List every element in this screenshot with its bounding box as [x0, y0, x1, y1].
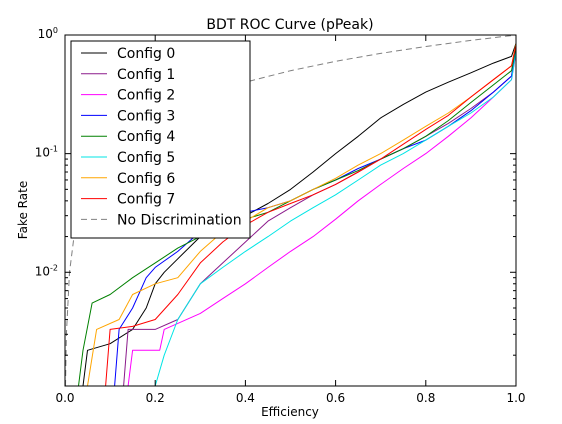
series-line-config-6	[65, 43, 516, 386]
x-tick-label: 0.8	[416, 391, 435, 405]
series-line-config-2	[65, 53, 516, 386]
y-axis: 10-2 10-1 100	[35, 26, 516, 356]
legend-label: Config 7	[117, 192, 175, 208]
series-line-config-4	[65, 46, 516, 386]
legend-label: Config 1	[117, 67, 175, 83]
y-tick-label: 10-2	[35, 263, 58, 278]
legend-label: Config 3	[117, 108, 175, 124]
legend-label: Config 2	[117, 88, 175, 104]
legend-label: Config 0	[117, 46, 175, 62]
legend: Config 0 Config 1 Config 2 Config 3 Config 4…	[70, 40, 251, 239]
series-line-config-5	[65, 51, 516, 386]
y-tick-label: 10-1	[35, 145, 58, 160]
chart-title: BDT ROC Curve (pPeak)	[206, 17, 373, 33]
series-lines	[65, 35, 516, 386]
plot-frame	[64, 34, 517, 387]
legend-label: Config 5	[117, 150, 175, 166]
legend-label: Config 6	[117, 171, 175, 187]
x-tick-label: 1.0	[506, 391, 525, 405]
x-tick-label: 0.4	[236, 391, 255, 405]
x-axis: 0.0 0.2 0.4 0.6 0.8 1.0	[55, 35, 526, 405]
legend-label: Config 4	[117, 129, 175, 145]
y-tick-label: 100	[38, 26, 58, 41]
x-axis-label: Efficiency	[261, 405, 319, 419]
series-line-config-7	[65, 45, 516, 386]
y-axis-label: Fake Rate	[16, 181, 30, 239]
x-tick-label: 0.6	[326, 391, 345, 405]
legend-label: No Discrimination	[117, 212, 242, 228]
x-tick-label: 0.0	[55, 391, 74, 405]
x-tick-label: 0.2	[146, 391, 165, 405]
